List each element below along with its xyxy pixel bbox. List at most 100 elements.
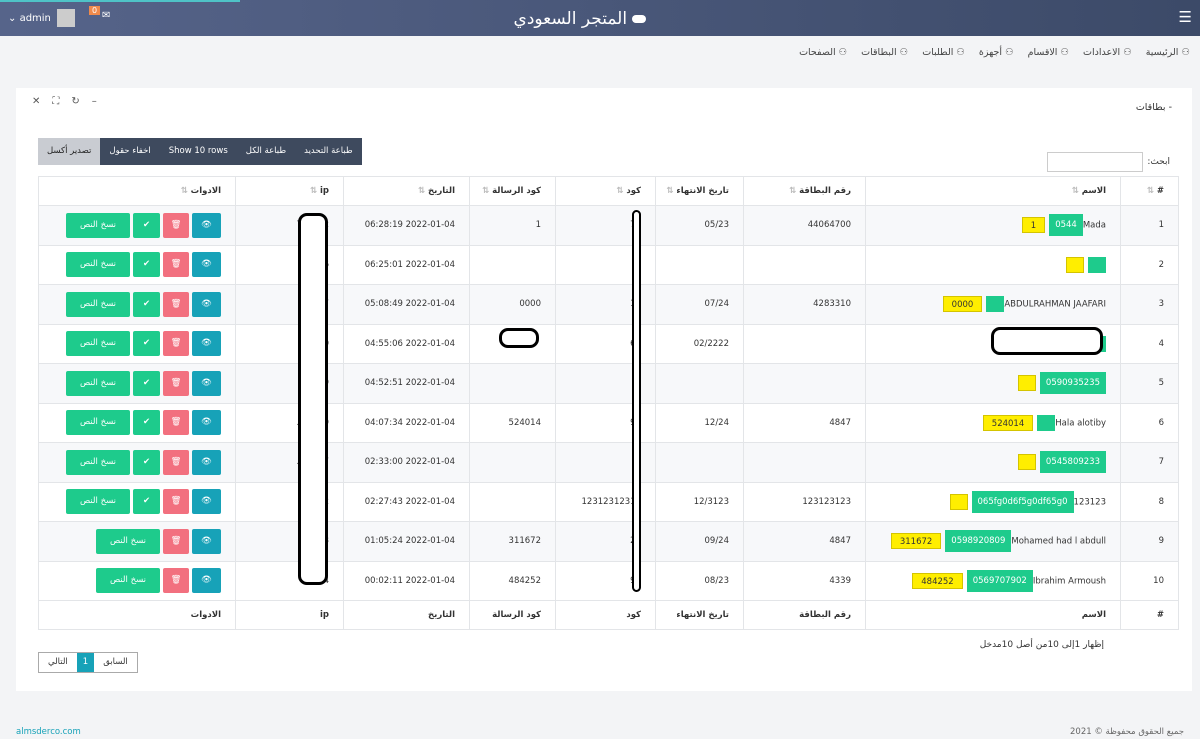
phone-box	[1088, 256, 1106, 273]
view-btn[interactable]: 👁	[192, 528, 221, 554]
toolbar-btn[interactable]: تصدير أكسل	[38, 138, 101, 165]
delete-btn[interactable]: 🗑	[163, 410, 189, 436]
nav-item[interactable]: الاقسام	[1028, 47, 1069, 58]
nav-item[interactable]: الرئيسية	[1146, 47, 1190, 58]
toolbar-btn[interactable]: طباعة التحديد	[295, 138, 362, 165]
confirm-btn[interactable]: ✔	[133, 410, 160, 436]
copy-btn[interactable]: نسخ النص	[96, 568, 160, 594]
delete-btn[interactable]: 🗑	[163, 568, 189, 594]
copy-btn[interactable]: نسخ النص	[66, 291, 130, 317]
column-header: تاريخ الانتهاء	[655, 600, 744, 630]
prev[interactable]: السابق	[103, 657, 128, 667]
user-menu[interactable]: ⌄ admin	[8, 13, 51, 24]
copy-btn[interactable]: نسخ النص	[96, 528, 160, 554]
confirm-btn[interactable]: ✔	[133, 449, 160, 475]
cell-tools[interactable]: 👁 🗑 ✔ نسخ النص	[38, 481, 236, 522]
cell-tools[interactable]: 👁 🗑 ✔ نسخ النص	[38, 323, 236, 364]
nav-item[interactable]: الطلبات	[922, 47, 965, 58]
cell-n: 3	[1120, 284, 1179, 325]
tools[interactable]: 👁 🗑 نسخ النص	[53, 568, 221, 594]
confirm-btn[interactable]: ✔	[133, 489, 160, 515]
toolbar-btn[interactable]: Show 10 rows	[159, 138, 237, 165]
copy-btn[interactable]: نسخ النص	[66, 410, 130, 436]
toolbar-btn[interactable]: طباعة الكل	[236, 138, 296, 165]
toolbar-btn[interactable]: اخفاء حقول	[100, 138, 160, 165]
column-header: الاسم ⇅	[865, 176, 1121, 206]
cell-expiry: 05/23	[655, 205, 744, 246]
msg-box	[949, 493, 968, 510]
delete-btn[interactable]: 🗑	[163, 489, 189, 515]
confirm-btn[interactable]: ✔	[133, 331, 160, 357]
site[interactable]: almsderco.com	[16, 727, 81, 737]
card-controls[interactable]: ✕⛶↻–	[32, 96, 109, 107]
cell-tools[interactable]: 👁 🗑 نسخ النص	[38, 521, 236, 562]
top-bar: ⌄ admin 0 ✉ المتجر السعودي ☰	[0, 0, 1200, 36]
delete-btn[interactable]: 🗑	[163, 331, 189, 357]
delete-btn[interactable]: 🗑	[163, 252, 189, 278]
rights: جميع الحقوق محفوظة © 2021	[1070, 727, 1184, 737]
title-text: المتجر السعودي	[513, 9, 628, 29]
copy-btn[interactable]: نسخ النص	[66, 252, 130, 278]
tools[interactable]: 👁 🗑 ✔ نسخ النص	[53, 370, 221, 396]
next[interactable]: التالي	[48, 657, 68, 667]
cell-tools[interactable]: 👁 🗑 ✔ نسخ النص	[38, 402, 236, 443]
confirm-btn[interactable]: ✔	[133, 252, 160, 278]
delete-btn[interactable]: 🗑	[163, 212, 189, 238]
view-btn[interactable]: 👁	[192, 252, 221, 278]
column-header: كود ⇅	[555, 176, 656, 206]
nav-item[interactable]: الاعدادات	[1083, 47, 1132, 58]
phone-box	[1037, 414, 1056, 431]
cell-tools[interactable]: 👁 🗑 ✔ نسخ النص	[38, 442, 236, 483]
cell-card: 123123123	[743, 481, 866, 522]
menu[interactable]: ☰	[1178, 8, 1192, 26]
view-btn[interactable]: 👁	[192, 370, 221, 396]
column-header: ip	[235, 600, 344, 630]
search-input[interactable]	[1047, 152, 1144, 172]
copy-btn[interactable]: نسخ النص	[66, 489, 130, 515]
tools[interactable]: 👁 🗑 نسخ النص	[53, 528, 221, 554]
cell-tools[interactable]: 👁 🗑 ✔ نسخ النص	[38, 205, 236, 246]
view-btn[interactable]: 👁	[192, 331, 221, 357]
cell-tools[interactable]: 👁 🗑 ✔ نسخ النص	[38, 284, 236, 325]
cell-tools[interactable]: 👁 🗑 ✔ نسخ النص	[38, 244, 236, 285]
delete-btn[interactable]: 🗑	[163, 449, 189, 475]
copy-btn[interactable]: نسخ النص	[66, 370, 130, 396]
delete-btn[interactable]: 🗑	[163, 528, 189, 554]
view-btn[interactable]: 👁	[192, 291, 221, 317]
page[interactable]: 1	[76, 653, 95, 672]
name: ABDULRAHMAN JAAFARI	[1004, 299, 1106, 310]
copy-btn[interactable]: نسخ النص	[66, 331, 130, 357]
confirm-btn[interactable]: ✔	[133, 291, 160, 317]
cell-msg: 484252	[469, 560, 556, 601]
tools[interactable]: 👁 🗑 ✔ نسخ النص	[53, 252, 221, 278]
nav-item[interactable]: الصفحات	[799, 47, 847, 58]
nav-item[interactable]: البطاقات	[861, 47, 908, 58]
info: إظهار 1إلى 10من أصل 10مدخل	[979, 640, 1104, 650]
tools[interactable]: 👁 🗑 ✔ نسخ النص	[53, 489, 221, 515]
nav-item[interactable]: أجهزة	[979, 47, 1014, 58]
copy-btn[interactable]: نسخ النص	[66, 449, 130, 475]
view-btn[interactable]: 👁	[192, 410, 221, 436]
cell-msg	[469, 244, 556, 285]
tools[interactable]: 👁 🗑 ✔ نسخ النص	[53, 410, 221, 436]
copy-btn[interactable]: نسخ النص	[66, 212, 130, 238]
tools[interactable]: 👁 🗑 ✔ نسخ النص	[53, 291, 221, 317]
confirm-btn[interactable]: ✔	[133, 370, 160, 396]
view-btn[interactable]: 👁	[192, 489, 221, 515]
cell-tools[interactable]: 👁 🗑 ✔ نسخ النص	[38, 363, 236, 404]
title: المتجر السعودي	[500, 9, 660, 29]
tools[interactable]: 👁 🗑 ✔ نسخ النص	[53, 449, 221, 475]
badge[interactable]: 0	[89, 6, 101, 15]
delete-btn[interactable]: 🗑	[163, 370, 189, 396]
view-btn[interactable]: 👁	[192, 568, 221, 594]
name: Hala alotiby	[1055, 418, 1106, 429]
delete-btn[interactable]: 🗑	[163, 291, 189, 317]
tools[interactable]: 👁 🗑 ✔ نسخ النص	[53, 331, 221, 357]
view-btn[interactable]: 👁	[192, 449, 221, 475]
view-btn[interactable]: 👁	[192, 212, 221, 238]
phone-box: 0569707902	[966, 569, 1033, 592]
cell-tools[interactable]: 👁 🗑 نسخ النص	[38, 560, 236, 601]
tools[interactable]: 👁 🗑 ✔ نسخ النص	[53, 212, 221, 238]
confirm-btn[interactable]: ✔	[133, 212, 160, 238]
